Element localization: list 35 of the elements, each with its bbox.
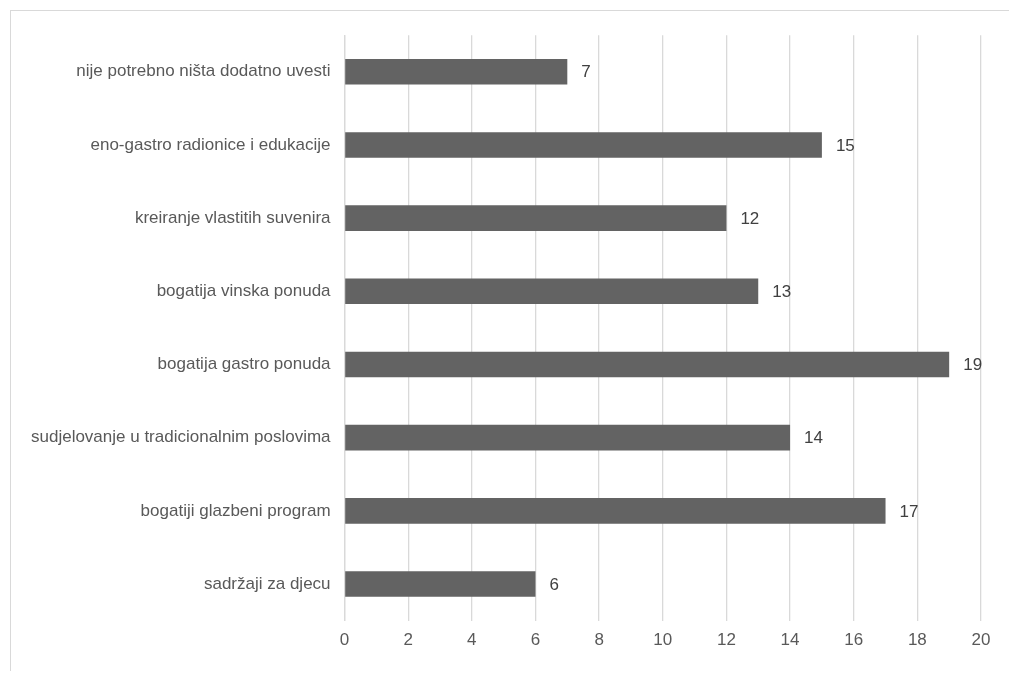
bar [345, 571, 536, 597]
bar [345, 278, 759, 305]
y-tick-label: sadržaji za djecu [203, 573, 331, 593]
data-label: 17 [899, 501, 919, 521]
data-label: 6 [549, 574, 559, 594]
data-label: 13 [772, 282, 792, 301]
y-tick-label: sudjelovanje u tradicionalnim poslovima [30, 427, 332, 447]
x-tick-label: 16 [844, 630, 864, 650]
bar [345, 351, 950, 378]
x-tick-label: 18 [907, 630, 927, 650]
y-tick-label: bogatija gastro ponuda [157, 354, 332, 374]
data-label: 19 [963, 355, 983, 375]
x-tick-label: 4 [467, 630, 477, 650]
y-tick-label: nije potrebno ništa dodatno uvesti [76, 61, 331, 81]
x-tick-label: 10 [653, 630, 673, 650]
bar [345, 205, 727, 231]
x-tick-label: 12 [716, 630, 736, 650]
x-tick-label: 6 [530, 630, 541, 650]
y-tick-label: kreiranje vlastitih suvenira [134, 207, 332, 227]
x-tick-label: 8 [594, 630, 604, 650]
data-label: 12 [740, 208, 760, 228]
bar [345, 424, 791, 451]
y-tick-label: bogatiji glazbeni program [140, 500, 331, 520]
data-label: 15 [835, 135, 855, 155]
bar [345, 132, 822, 158]
y-tick-label: bogatija vinska ponuda [156, 281, 332, 300]
bar [345, 498, 886, 524]
x-tick-label: 2 [403, 630, 413, 650]
x-tick-label: 0 [339, 630, 350, 650]
x-tick-label: 14 [780, 630, 800, 650]
x-tick-label: 20 [971, 630, 991, 650]
y-tick-label: eno-gastro radionice i edukacije [90, 134, 331, 154]
bar [345, 58, 568, 85]
data-label: 14 [804, 428, 823, 448]
data-label: 7 [581, 62, 591, 82]
